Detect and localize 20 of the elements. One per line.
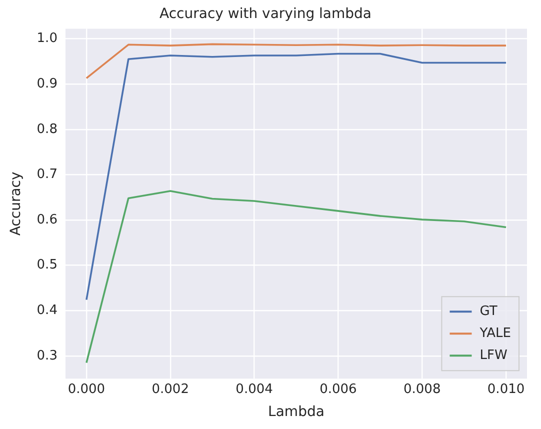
x-tick-label: 0.008 xyxy=(404,382,441,397)
x-tick-label: 0.004 xyxy=(236,382,273,397)
x-tick-label: 0.010 xyxy=(487,382,525,397)
chart-title: Accuracy with varying lambda xyxy=(160,6,372,22)
legend-label: LFW xyxy=(480,348,508,363)
x-axis-title: Lambda xyxy=(268,404,324,420)
y-tick-label: 0.5 xyxy=(36,258,58,273)
y-tick-label: 0.6 xyxy=(36,212,58,228)
y-tick-label: 0.7 xyxy=(36,167,58,182)
legend-label: GT xyxy=(480,304,498,319)
y-tick-label: 0.3 xyxy=(36,348,58,364)
x-tick-label: 0.002 xyxy=(152,382,189,397)
y-axis-title: Accuracy xyxy=(8,172,24,236)
y-tick-label: 0.8 xyxy=(36,122,58,137)
y-tick-label: 0.9 xyxy=(36,76,58,92)
x-tick-label: 0.000 xyxy=(68,382,106,397)
legend-label: YALE xyxy=(478,326,511,341)
y-tick-label: 1.0 xyxy=(36,31,58,46)
y-tick-label: 0.4 xyxy=(36,303,58,318)
x-tick-label: 0.006 xyxy=(320,382,357,397)
